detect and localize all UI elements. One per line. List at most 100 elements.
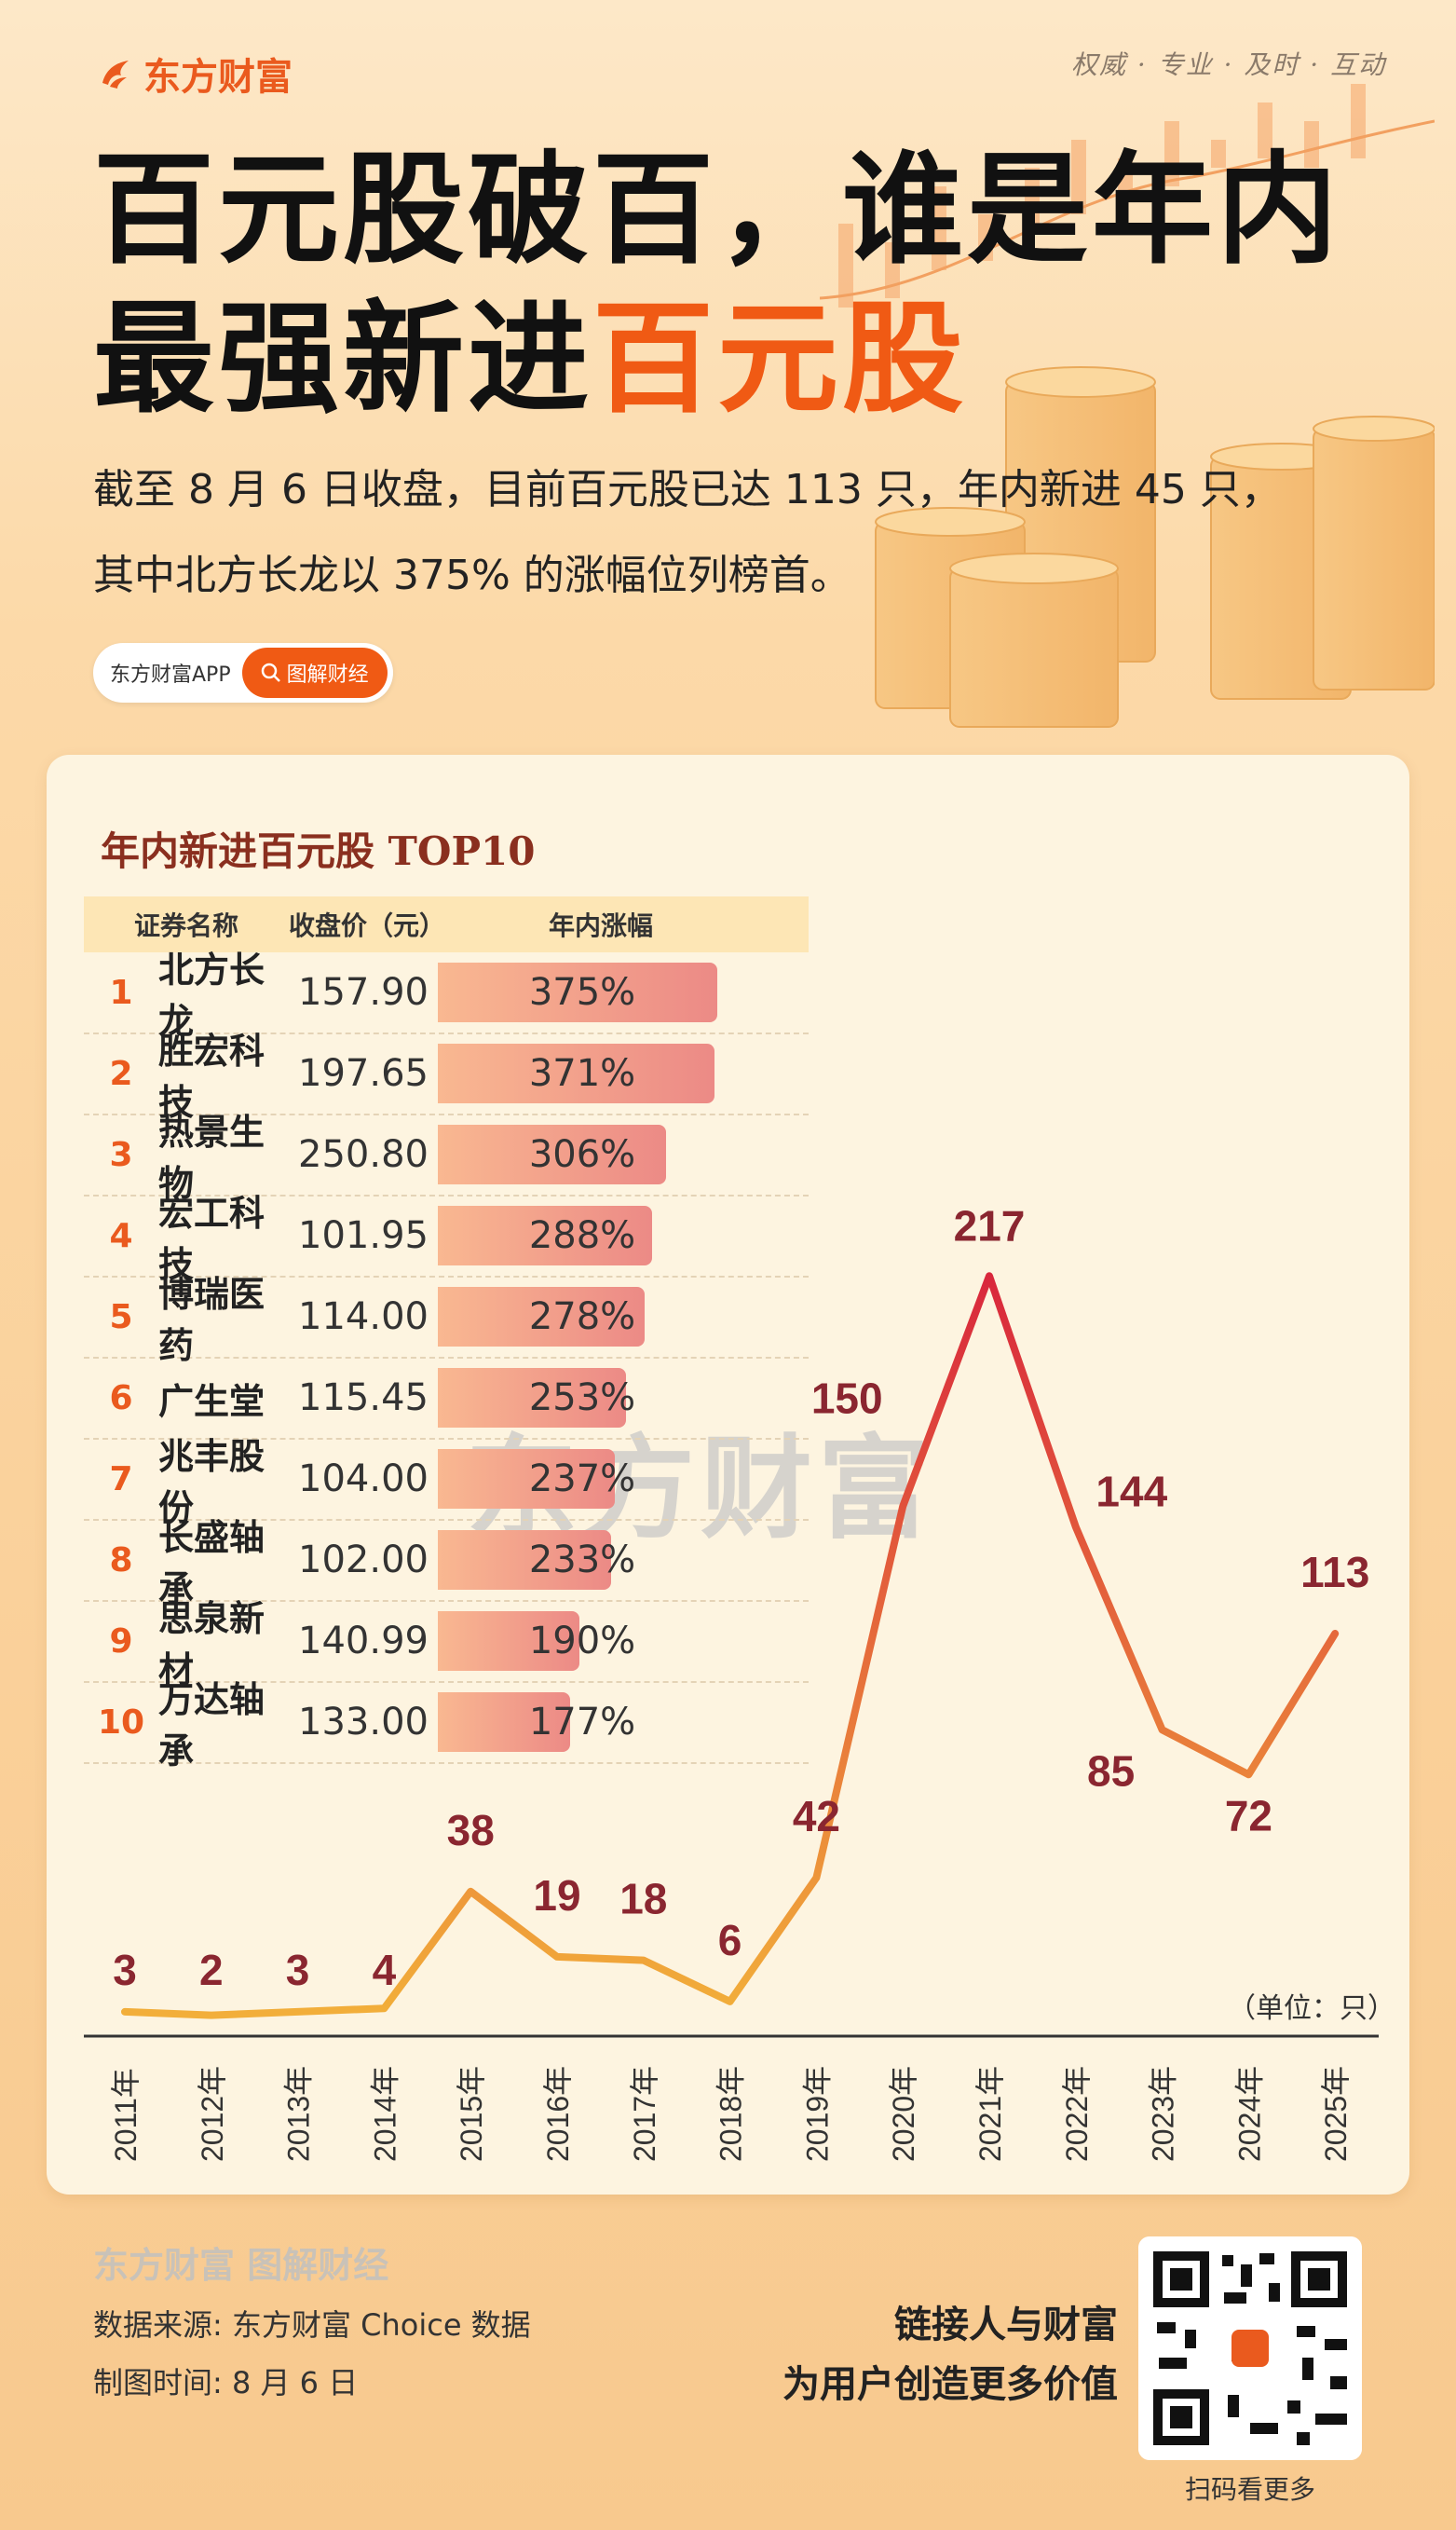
gain-label: 177% <box>528 1701 636 1744</box>
row-stock-name: 胜宏科技 <box>158 1031 265 1123</box>
row-close-price: 115.45 <box>298 1376 429 1419</box>
row-rank: 2 <box>109 1054 133 1093</box>
row-rank: 9 <box>109 1621 133 1661</box>
row-gain-cell: 371% <box>438 1044 764 1103</box>
x-tick-label: 2021年 <box>973 2066 1007 2162</box>
x-tick-label: 2013年 <box>282 2066 316 2162</box>
title-highlight-part: 百元股 <box>592 288 968 430</box>
x-tick-label: 2022年 <box>1060 2066 1094 2162</box>
gain-bar <box>438 1368 627 1428</box>
row-close-price: 197.65 <box>298 1052 429 1095</box>
header-slogan: 权威 · 专业 · 及时 · 互动 <box>1071 49 1387 80</box>
title-plain-part: 最强新进 <box>93 288 593 430</box>
row-gain-cell: 253% <box>438 1368 764 1428</box>
table-row: 6 广生堂 115.45 253% <box>84 1358 809 1440</box>
app-pill[interactable]: 东方财富APP 图解财经 <box>93 643 393 703</box>
table-row: 3 热景生物 250.80 306% <box>84 1112 809 1204</box>
series-line <box>121 1272 1340 2019</box>
row-rank: 7 <box>109 1459 133 1498</box>
table-row: 9 思泉新材 140.99 190% <box>84 1598 809 1690</box>
row-rank: 10 <box>97 1703 145 1742</box>
table-row: 7 兆丰股份 104.00 237% <box>84 1436 809 1528</box>
qr-code[interactable] <box>1138 2236 1362 2460</box>
table-row: 4 宏工科技 101.95 288% <box>84 1193 809 1285</box>
header-name: 证券名称 <box>133 910 238 941</box>
row-close-price: 104.00 <box>298 1457 429 1500</box>
row-stock-name: 北方长龙 <box>158 950 265 1042</box>
main-title-line2: 最强新进百元股 <box>93 298 967 419</box>
table-header: 证券名称 收盘价（元） 年内涨幅 <box>84 896 809 952</box>
x-tick-label: 2011年 <box>109 2068 143 2162</box>
gain-label: 371% <box>528 1052 636 1095</box>
row-rank: 4 <box>109 1216 133 1255</box>
gain-label: 278% <box>528 1295 636 1338</box>
row-rank: 1 <box>109 973 133 1012</box>
row-stock-name: 广生堂 <box>158 1380 265 1422</box>
row-stock-name: 博瑞医药 <box>158 1274 265 1366</box>
row-stock-name: 思泉新材 <box>158 1598 265 1690</box>
unit-label: （单位：只） <box>1228 1992 1395 2025</box>
row-gain-cell: 177% <box>438 1692 764 1752</box>
x-tick-label: 2020年 <box>887 2066 920 2162</box>
row-gain-cell: 306% <box>438 1125 764 1184</box>
brand-logo: 东方财富 <box>97 47 293 101</box>
gain-label: 288% <box>528 1214 636 1257</box>
data-label: 38 <box>447 1806 495 1854</box>
candlestick-decoration <box>820 84 1435 308</box>
row-gain-cell: 278% <box>438 1287 764 1347</box>
x-tick-label: 2016年 <box>541 2066 575 2162</box>
search-icon <box>261 663 280 682</box>
x-tick-label: 2024年 <box>1232 2066 1266 2162</box>
x-tick-label: 2023年 <box>1147 2066 1180 2162</box>
row-rank: 3 <box>109 1135 133 1174</box>
table-row: 8 长盛轴承 102.00 233% <box>84 1517 809 1609</box>
gain-label: 375% <box>528 971 636 1014</box>
gain-bar <box>438 1611 579 1671</box>
footer-slogan-2: 为用户创造更多价值 <box>782 2363 1118 2406</box>
subtitle-line1: 截至 8 月 6 日收盘，目前百元股已达 113 只，年内新进 45 只， <box>93 466 1282 513</box>
x-tick-label: 2018年 <box>714 2066 748 2162</box>
row-rank: 6 <box>109 1378 133 1417</box>
row-stock-name: 兆丰股份 <box>158 1436 265 1528</box>
row-rank: 8 <box>109 1540 133 1580</box>
x-tick-label: 2014年 <box>368 2066 401 2162</box>
main-title-line1: 百元股破百，谁是年内 <box>93 139 1342 280</box>
row-stock-name: 热景生物 <box>158 1112 265 1204</box>
data-label: 72 <box>1225 1791 1272 1839</box>
gain-bar <box>438 1530 612 1590</box>
gain-label: 306% <box>528 1133 636 1176</box>
row-close-price: 157.90 <box>298 971 429 1014</box>
x-tick-label: 2025年 <box>1319 2066 1353 2162</box>
gain-label: 233% <box>528 1539 636 1581</box>
gain-bar <box>438 1044 714 1103</box>
row-gain-cell: 190% <box>438 1611 764 1671</box>
data-label: 6 <box>718 1916 742 1964</box>
row-close-price: 140.99 <box>298 1620 429 1662</box>
data-label: 85 <box>1087 1746 1135 1795</box>
row-stock-name: 宏工科技 <box>158 1193 265 1285</box>
app-name: 东方财富APP <box>110 663 231 687</box>
x-tick-label: 2015年 <box>455 2066 488 2162</box>
row-gain-cell: 233% <box>438 1530 764 1590</box>
subtitle-line2: 其中北方长龙以 375% 的涨幅位列榜首。 <box>93 552 851 599</box>
data-label: 150 <box>811 1374 883 1423</box>
gain-bar <box>438 1125 666 1184</box>
chart-date: 制图时间: 8 月 6 日 <box>93 2365 359 2400</box>
graphic-finance-label: 图解财经 <box>286 663 369 687</box>
gain-bar <box>438 1449 615 1509</box>
x-tick-label: 2019年 <box>800 2066 834 2162</box>
row-close-price: 133.00 <box>298 1701 429 1744</box>
table-title: 年内新进百元股 TOP10 <box>101 828 536 874</box>
gain-label: 190% <box>528 1620 636 1662</box>
gain-bar <box>438 963 717 1022</box>
data-label: 217 <box>954 1201 1026 1250</box>
gain-bar <box>438 1206 653 1265</box>
data-label: 19 <box>533 1871 580 1920</box>
gain-bar <box>438 1287 646 1347</box>
row-gain-cell: 288% <box>438 1206 764 1265</box>
data-label: 18 <box>619 1875 667 1923</box>
footer-slogan-1: 链接人与财富 <box>894 2304 1118 2346</box>
graphic-finance-button[interactable]: 图解财经 <box>241 648 388 698</box>
gain-label: 253% <box>528 1376 636 1419</box>
